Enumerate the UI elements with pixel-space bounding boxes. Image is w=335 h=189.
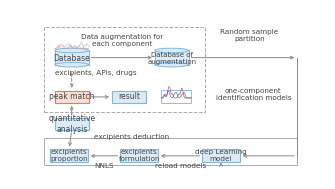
Bar — [44, 27, 205, 112]
Ellipse shape — [155, 63, 189, 67]
Bar — [161, 90, 191, 103]
Bar — [55, 50, 88, 65]
Ellipse shape — [55, 48, 88, 53]
Text: Data augmentation for
each component: Data augmentation for each component — [81, 34, 163, 47]
FancyBboxPatch shape — [112, 91, 146, 103]
Bar — [155, 50, 189, 65]
Ellipse shape — [155, 48, 189, 53]
Text: quantitative
analysis: quantitative analysis — [48, 114, 95, 133]
Text: reload models: reload models — [154, 163, 206, 169]
FancyBboxPatch shape — [202, 149, 240, 162]
FancyBboxPatch shape — [120, 149, 158, 162]
Text: excipients, APIs, drugs: excipients, APIs, drugs — [55, 70, 136, 76]
Text: excipients
formulation: excipients formulation — [119, 149, 160, 162]
Text: NNLS: NNLS — [94, 163, 114, 169]
Ellipse shape — [55, 63, 88, 67]
Text: deep Learning
model: deep Learning model — [195, 149, 247, 162]
Text: one-component
identification models: one-component identification models — [216, 88, 291, 101]
Text: Database of
augmentation: Database of augmentation — [147, 52, 196, 65]
Text: Database: Database — [53, 54, 90, 63]
Text: result: result — [118, 92, 140, 101]
Text: excipients deduction: excipients deduction — [94, 134, 169, 140]
Bar — [44, 138, 297, 165]
FancyBboxPatch shape — [55, 118, 88, 130]
FancyBboxPatch shape — [50, 149, 88, 162]
Text: Random sample
partition: Random sample partition — [220, 29, 279, 42]
Text: peak match: peak match — [49, 92, 94, 101]
Text: excipients
proportion: excipients proportion — [50, 149, 88, 162]
FancyBboxPatch shape — [55, 91, 88, 103]
